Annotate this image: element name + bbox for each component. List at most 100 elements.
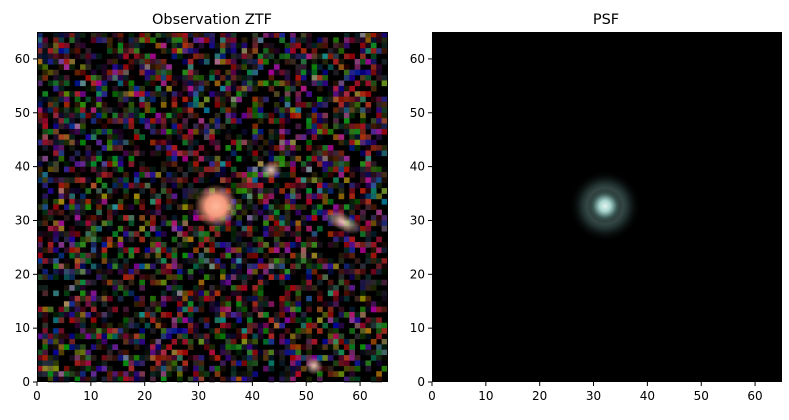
noise-pixel (300, 69, 307, 76)
noise-pixel (284, 371, 291, 377)
noise-pixel (322, 112, 329, 119)
noise-pixel (47, 306, 54, 313)
noise-pixel (101, 301, 108, 307)
noise-pixel (58, 112, 65, 119)
noise-pixel (193, 75, 199, 81)
noise-pixel (327, 371, 334, 377)
noise-pixel (279, 161, 285, 167)
noise-pixel (144, 96, 151, 103)
noise-pixel (376, 37, 382, 44)
noise-pixel (236, 53, 242, 60)
noise-pixel (101, 328, 108, 334)
noise-pixel (209, 376, 215, 383)
noise-pixel (53, 236, 59, 243)
noise-pixel (247, 145, 253, 151)
noise-pixel (187, 252, 194, 259)
noise-pixel (160, 290, 167, 297)
noise-pixel (284, 118, 291, 124)
noise-pixel (360, 123, 366, 130)
noise-pixel (47, 258, 54, 264)
noise-pixel (214, 355, 221, 361)
noise-pixel (322, 198, 329, 205)
noise-pixel (268, 155, 275, 162)
noise-pixel (150, 58, 156, 65)
noise-pixel (209, 247, 215, 254)
noise-pixel (365, 134, 372, 140)
noise-pixel (360, 69, 366, 76)
noise-pixel (139, 279, 145, 286)
noise-pixel (230, 69, 237, 76)
noise-pixel (80, 371, 86, 377)
noise-pixel (322, 69, 329, 76)
noise-pixel (354, 355, 361, 361)
noise-pixel (42, 107, 49, 114)
noise-pixel (107, 263, 113, 270)
noise-pixel (209, 306, 215, 313)
noise-pixel (90, 85, 97, 92)
noise-pixel (193, 96, 199, 103)
noise-pixel (225, 128, 232, 135)
noise-pixel (279, 312, 285, 318)
noise-pixel (53, 220, 59, 227)
noise-pixel (69, 355, 75, 361)
noise-pixel (295, 252, 302, 259)
noise-pixel (360, 242, 366, 248)
noise-pixel (85, 365, 92, 372)
noise-pixel (268, 75, 275, 81)
noise-pixel (37, 107, 43, 114)
noise-pixel (198, 118, 205, 124)
noise-pixel (128, 290, 135, 297)
noise-pixel (42, 69, 49, 76)
noise-pixel (74, 188, 81, 194)
noise-pixel (306, 317, 312, 324)
noise-pixel (360, 112, 366, 119)
noise-pixel (376, 349, 382, 356)
noise-pixel (279, 155, 285, 162)
noise-pixel (295, 177, 302, 184)
noise-pixel (133, 172, 140, 178)
noise-pixel (241, 145, 248, 151)
noise-pixel (349, 139, 355, 146)
noise-pixel (187, 161, 194, 167)
noise-pixel (381, 198, 388, 205)
noise-pixel (333, 177, 339, 184)
noise-pixel (338, 150, 345, 157)
noise-pixel (370, 306, 377, 313)
noise-pixel (53, 376, 59, 383)
noise-pixel (203, 322, 210, 329)
noise-pixel (370, 242, 377, 248)
noise-pixel (343, 290, 350, 297)
noise-pixel (365, 155, 372, 162)
noise-pixel (101, 290, 108, 297)
noise-pixel (257, 107, 264, 114)
noise-pixel (112, 145, 119, 151)
noise-pixel (306, 285, 312, 291)
noise-pixel (166, 285, 172, 291)
noise-pixel (230, 118, 237, 124)
noise-pixel (279, 204, 285, 210)
noise-pixel (360, 172, 366, 178)
noise-pixel (139, 172, 145, 178)
noise-pixel (53, 365, 59, 372)
noise-pixel (284, 112, 291, 119)
noise-pixel (311, 209, 318, 216)
noise-pixel (322, 193, 329, 200)
noise-pixel (220, 172, 226, 178)
noise-pixel (322, 118, 329, 124)
noise-pixel (311, 263, 318, 270)
noise-pixel (360, 322, 366, 329)
noise-pixel (220, 306, 226, 313)
noise-pixel (74, 295, 81, 302)
noise-pixel (160, 312, 167, 318)
noise-pixel (144, 64, 151, 70)
noise-pixel (290, 349, 296, 356)
bright-source (194, 184, 238, 228)
noise-pixel (203, 107, 210, 114)
noise-pixel (247, 48, 253, 54)
noise-pixel (101, 107, 108, 114)
noise-pixel (306, 344, 312, 350)
noise-pixel (160, 32, 167, 38)
noise-pixel (295, 349, 302, 356)
noise-pixel (58, 349, 65, 356)
noise-pixel (58, 306, 65, 313)
